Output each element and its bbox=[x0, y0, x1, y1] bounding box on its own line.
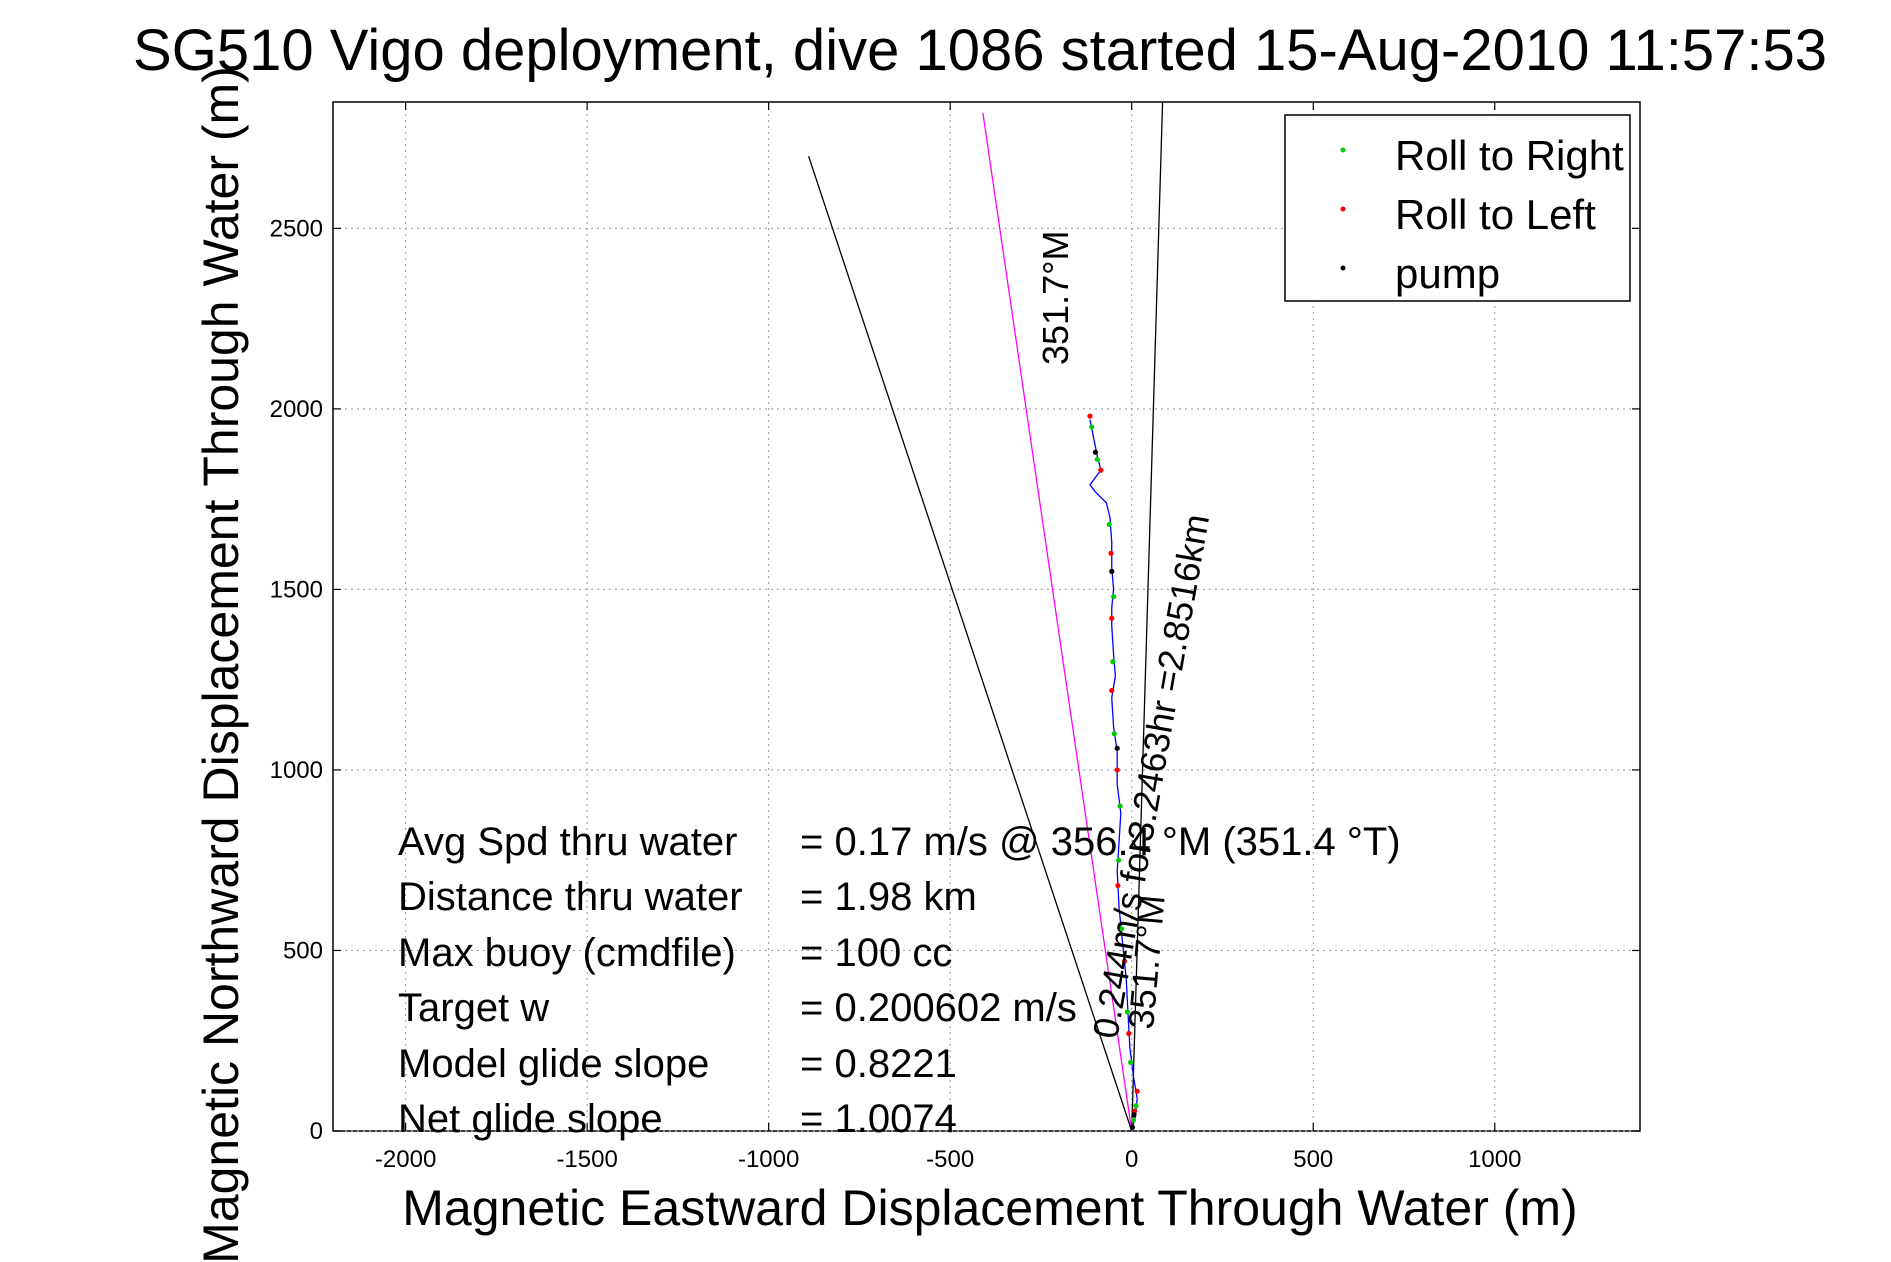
stat-value: = 0.17 m/s @ 356.4 °M (351.4 °T) bbox=[800, 820, 1401, 864]
reference-line bbox=[982, 112, 1133, 1132]
roll-to-left-point bbox=[1115, 882, 1121, 889]
stat-value: = 100 cc bbox=[800, 931, 952, 975]
x-tick-label: 500 bbox=[1293, 1146, 1333, 1173]
reference-lines bbox=[807, 101, 1164, 1132]
stat-label: Net glide slope bbox=[398, 1097, 663, 1141]
roll-to-right-point bbox=[1130, 1117, 1137, 1123]
stat-value: = 0.8221 bbox=[800, 1042, 957, 1086]
legend-label: pump bbox=[1395, 250, 1500, 297]
chart-title: SG510 Vigo deployment, dive 1086 started… bbox=[133, 18, 1827, 83]
roll-to-right-point bbox=[1117, 803, 1123, 809]
x-axis-label: Magnetic Eastward Displacement Through W… bbox=[402, 1180, 1577, 1236]
roll-to-left-point bbox=[1087, 413, 1093, 419]
y-tick-label: 0 bbox=[310, 1118, 323, 1145]
pump-point bbox=[1109, 568, 1115, 574]
y-tick-label: 1000 bbox=[270, 757, 323, 784]
axis-ticks: -2000 -1500 -1000 -500 0 500 1000 0 500 1000 1500 2… bbox=[270, 102, 1640, 1173]
y-tick-label: 2000 bbox=[270, 396, 323, 423]
roll-to-right-point bbox=[1094, 456, 1100, 463]
legend-label: Roll to Left bbox=[1395, 191, 1596, 238]
x-tick-label: 0 bbox=[1125, 1146, 1138, 1173]
pump-point bbox=[1131, 1112, 1137, 1118]
stat-label: Model glide slope bbox=[398, 1042, 709, 1086]
legend: Roll to Right Roll to Left pump bbox=[1284, 114, 1631, 302]
roll-to-left-point bbox=[1121, 958, 1128, 964]
roll-to-left-point bbox=[1108, 550, 1114, 556]
pump-point bbox=[1092, 449, 1099, 455]
roll-to-right-point bbox=[1089, 424, 1095, 430]
stat-label: Avg Spd thru water bbox=[398, 820, 737, 864]
y-tick-label: 1500 bbox=[270, 576, 323, 603]
pump-point bbox=[1114, 745, 1120, 751]
y-tick-label: 2500 bbox=[270, 215, 323, 242]
reference-line bbox=[807, 155, 1133, 1132]
data-series bbox=[1087, 413, 1140, 1132]
grid-lines bbox=[333, 102, 1640, 1132]
stat-value: = 1.0074 bbox=[800, 1097, 957, 1141]
stat-value: = 1.98 km bbox=[800, 875, 977, 919]
roll-to-left-point bbox=[1109, 615, 1115, 621]
x-tick-label: -2000 bbox=[375, 1146, 436, 1173]
y-tick-label: 500 bbox=[283, 937, 323, 964]
x-tick-label: -1500 bbox=[556, 1146, 617, 1173]
plot-frame bbox=[332, 101, 1641, 1132]
roll-to-right-point bbox=[1124, 1009, 1130, 1015]
stat-label: Distance thru water bbox=[398, 875, 743, 919]
x-tick-label: -500 bbox=[926, 1146, 974, 1173]
roll-to-left-point bbox=[1098, 467, 1104, 473]
roll-to-left-point bbox=[1114, 767, 1120, 773]
roll-to-right-point bbox=[1118, 926, 1125, 932]
roll-to-left-point bbox=[1134, 1088, 1140, 1094]
roll-to-right-point bbox=[1116, 857, 1122, 863]
x-tick-label: 1000 bbox=[1468, 1146, 1521, 1173]
legend-marker-pump bbox=[1340, 265, 1346, 271]
roll-to-right-point bbox=[1106, 521, 1112, 528]
plot-area: -2000 -1500 -1000 -500 0 500 1000 0 500 1000 1500 2… bbox=[270, 101, 1641, 1173]
legend-label: Roll to Right bbox=[1395, 132, 1624, 179]
roll-to-right-point bbox=[1133, 1103, 1139, 1109]
stat-label: Max buoy (cmdfile) bbox=[398, 931, 736, 975]
x-tick-label: -1000 bbox=[738, 1146, 799, 1173]
roll-to-right-point bbox=[1128, 1059, 1134, 1065]
roll-to-right-point bbox=[1111, 731, 1117, 737]
stats-block: Avg Spd thru water = 0.17 m/s @ 356.4 °M… bbox=[398, 820, 1401, 1141]
pump-point bbox=[1129, 1124, 1136, 1130]
reference-line bbox=[1131, 101, 1164, 1132]
roll-to-left-point bbox=[1109, 687, 1115, 694]
legend-marker-roll-left bbox=[1340, 206, 1346, 212]
stat-value: = 0.200602 m/s bbox=[800, 986, 1077, 1030]
heading-annotation-top: 351.7°M bbox=[1035, 231, 1076, 365]
roll-to-left-point bbox=[1126, 1030, 1132, 1037]
stat-label: Target w bbox=[398, 986, 549, 1030]
y-axis-label: Magnetic Northward Displacement Through … bbox=[193, 66, 249, 1262]
legend-marker-roll-right bbox=[1340, 147, 1346, 153]
roll-to-right-point bbox=[1110, 594, 1117, 600]
roll-to-right-point bbox=[1110, 659, 1116, 665]
